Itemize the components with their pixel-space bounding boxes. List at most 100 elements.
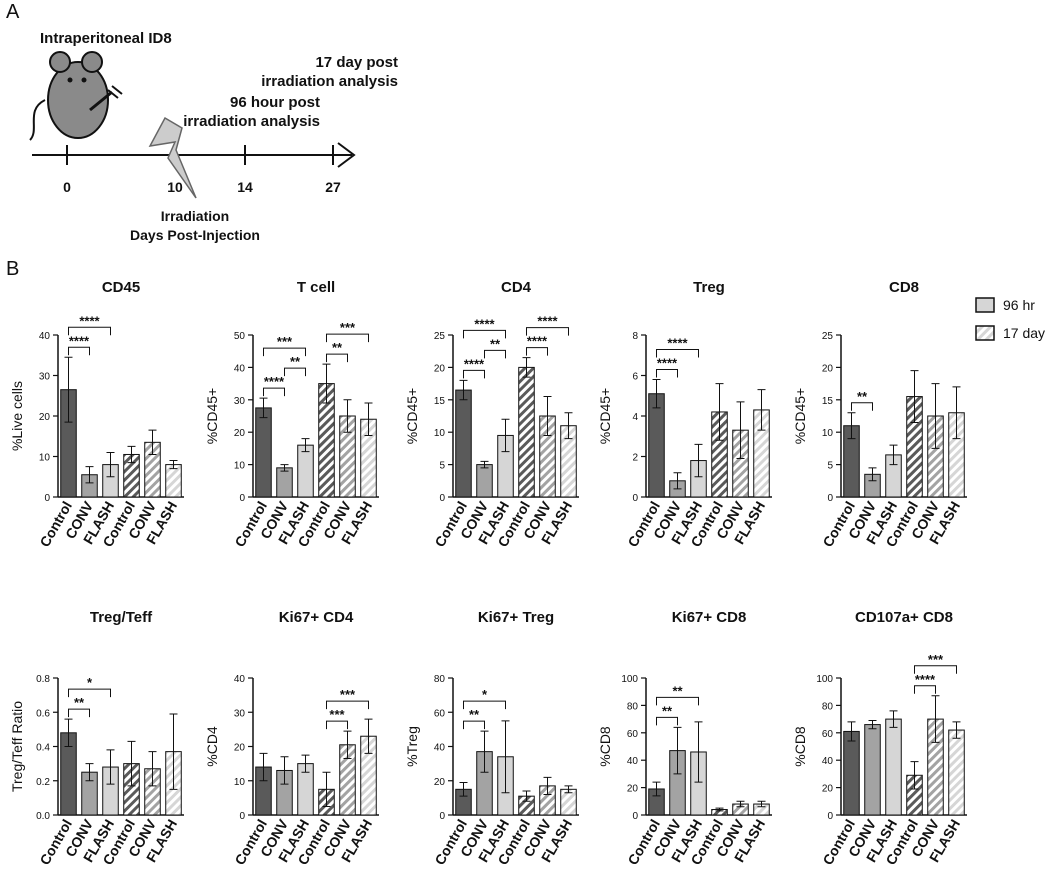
chart: CD107a+ CD8%CD8020406080100ControlCONVFL… — [792, 609, 967, 868]
error-bar — [652, 781, 661, 797]
y-tick-label: 0.2 — [36, 777, 50, 788]
error-bar — [64, 356, 73, 423]
y-axis-label: %CD8 — [792, 726, 808, 767]
significance-label: *** — [928, 652, 944, 667]
error-bar — [522, 357, 531, 378]
error-bar — [343, 399, 352, 433]
significance-label: **** — [537, 314, 558, 329]
significance-bracket — [284, 367, 306, 377]
y-axis-label: %CD4 — [204, 726, 220, 767]
irradiation-label: Irradiation — [161, 208, 229, 224]
error-bar — [847, 721, 856, 742]
chart-title: CD45 — [102, 279, 140, 296]
error-bar — [522, 790, 531, 802]
y-tick-label: 0.4 — [36, 743, 50, 754]
significance-label: **** — [464, 356, 485, 371]
significance-bracket — [326, 700, 369, 710]
y-tick-label: 0 — [632, 811, 638, 822]
error-bar — [501, 720, 510, 794]
significance-label: **** — [474, 316, 495, 331]
legend-label: 96 hr — [1003, 297, 1035, 313]
bar — [455, 389, 472, 498]
y-axis-label: %Treg — [404, 726, 420, 767]
significance-bracket — [326, 353, 348, 363]
y-tick-label: 0 — [44, 493, 50, 504]
y-axis-label: %Live cells — [9, 381, 25, 451]
significance-bracket — [463, 720, 485, 730]
error-bar — [564, 785, 573, 794]
significance-label: **** — [657, 356, 678, 371]
chart: T cell%CD45+01020304050ControlCONVFLASHC… — [204, 279, 379, 550]
timeline-label: 10 — [167, 179, 183, 195]
y-tick-label: 0 — [439, 811, 445, 822]
chart: Ki67+ CD8%CD8020406080100ControlCONVFLAS… — [597, 609, 772, 868]
chart-title: Ki67+ CD4 — [279, 609, 354, 626]
late-analysis-label: irradiation analysis — [261, 73, 398, 90]
significance-bracket — [326, 333, 369, 343]
significance-label: ** — [662, 703, 673, 718]
chart: CD45%Live cells010203040ControlCONVFLASH… — [9, 279, 184, 550]
y-tick-label: 80 — [627, 701, 639, 712]
error-bar — [889, 710, 898, 728]
panel-label: B — [6, 258, 19, 280]
early-analysis-label: 96 hour post — [230, 94, 320, 111]
y-tick-label: 5 — [439, 461, 445, 472]
error-bar — [280, 756, 289, 785]
error-bar — [673, 472, 682, 490]
error-bar — [127, 740, 136, 787]
y-tick-label: 0.8 — [36, 674, 50, 685]
bar — [864, 724, 881, 816]
significance-bracket — [263, 347, 306, 357]
bar — [476, 464, 493, 498]
chart-title: Ki67+ Treg — [478, 609, 554, 626]
bar — [518, 366, 535, 498]
significance-label: ** — [290, 354, 301, 369]
bar — [165, 464, 182, 498]
y-tick-label: 100 — [816, 674, 833, 685]
y-tick-label: 40 — [822, 756, 834, 767]
error-bar — [931, 695, 940, 743]
error-bar — [106, 451, 115, 478]
error-bar — [480, 460, 489, 469]
error-bar — [343, 730, 352, 759]
error-bar — [757, 800, 766, 808]
y-tick-label: 40 — [39, 331, 51, 342]
significance-label: *** — [340, 320, 356, 335]
error-bar — [169, 713, 178, 790]
early-analysis-label: irradiation analysis — [183, 113, 320, 130]
chart: CD4%CD45+0510152025ControlCONVFLASHContr… — [404, 279, 579, 550]
error-bar — [694, 443, 703, 478]
error-bar — [931, 383, 940, 449]
error-bar — [280, 464, 289, 472]
significance-bracket — [656, 716, 678, 726]
error-bar — [364, 402, 373, 436]
y-axis-label: %CD45+ — [597, 388, 613, 444]
y-tick-label: 30 — [39, 372, 51, 383]
legend-swatch — [975, 325, 995, 341]
significance-bracket — [68, 326, 111, 336]
error-bar — [169, 460, 178, 470]
y-tick-label: 80 — [434, 674, 446, 685]
y-tick-label: 4 — [632, 412, 638, 423]
y-tick-label: 2 — [632, 453, 638, 464]
error-bar — [757, 389, 766, 431]
bar — [648, 393, 665, 498]
y-tick-label: 20 — [434, 777, 446, 788]
y-tick-label: 100 — [621, 674, 638, 685]
error-bar — [564, 412, 573, 440]
y-tick-label: 80 — [822, 701, 834, 712]
error-bar — [301, 754, 310, 773]
mouse-icon — [29, 51, 123, 141]
y-tick-label: 0 — [827, 493, 833, 504]
chart-title: T cell — [297, 279, 335, 296]
error-bar — [259, 397, 268, 419]
error-bar — [736, 401, 745, 460]
chart: Treg%CD45+02468ControlCONVFLASHControlCO… — [597, 279, 772, 550]
timeline-axis-label: Days Post-Injection — [130, 227, 260, 243]
y-tick-label: 6 — [632, 372, 638, 383]
y-tick-label: 0.6 — [36, 708, 50, 719]
significance-label: * — [87, 675, 93, 690]
significance-label: ** — [469, 707, 480, 722]
error-bar — [543, 776, 552, 795]
